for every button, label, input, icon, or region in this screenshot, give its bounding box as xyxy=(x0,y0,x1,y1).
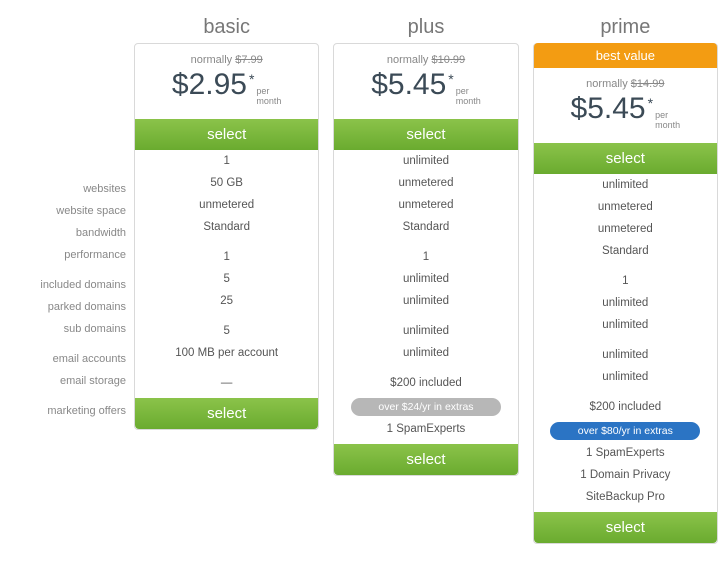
select-button[interactable]: select xyxy=(135,398,318,429)
feature-value: unlimited xyxy=(534,314,717,336)
plan-plus: plusnormally $10.99$5.45*permonthselectu… xyxy=(333,10,518,544)
price-per: permonth xyxy=(655,111,680,131)
plan-prime: primebest value normally $14.99 $5.45*perm… xyxy=(533,10,718,544)
feature-value: unlimited xyxy=(334,268,517,290)
normal-price: normally $7.99 xyxy=(141,54,312,66)
feature-value: unlimited xyxy=(334,342,517,364)
feature-label: sub domains xyxy=(10,318,126,340)
feature-value: unlimited xyxy=(334,150,517,172)
feature-value: 1 xyxy=(135,150,318,172)
plan-card: normally $10.99$5.45*permonthselectunlim… xyxy=(333,43,518,476)
plan-name: plus xyxy=(333,10,518,43)
feature-value: 50 GB xyxy=(135,172,318,194)
feature-value: 1 xyxy=(534,270,717,292)
price: $5.45 xyxy=(371,68,446,102)
select-button[interactable]: select xyxy=(534,143,717,174)
plan-card: best value normally $14.99 $5.45*permonth s… xyxy=(533,43,718,544)
feature-value: unmetered xyxy=(135,194,318,216)
normal-price: normally $10.99 xyxy=(340,54,511,66)
feature-label: email storage xyxy=(10,370,126,392)
price-box: normally $14.99 $5.45*permonth xyxy=(534,68,717,143)
price-asterisk: * xyxy=(249,71,254,87)
select-button[interactable]: select xyxy=(334,444,517,475)
feature-value: unmetered xyxy=(534,218,717,240)
feature-value: 1 xyxy=(334,246,517,268)
price: $2.95 xyxy=(172,68,247,102)
price-asterisk: * xyxy=(448,71,453,87)
plan-basic: basicnormally $7.99$2.95*permonthselect1… xyxy=(134,10,319,544)
best-value-badge: best value xyxy=(534,43,717,68)
feature-value: Standard xyxy=(534,240,717,262)
feature-label: included domains xyxy=(10,274,126,296)
extra-item: SiteBackup Pro xyxy=(534,486,717,508)
extra-item: 1 SpamExperts xyxy=(334,418,517,440)
price-per: permonth xyxy=(256,87,281,107)
feature-value: 1 xyxy=(135,246,318,268)
feature-value: Standard xyxy=(135,216,318,238)
feature-label: email accounts xyxy=(10,348,126,370)
feature-value: unmetered xyxy=(534,196,717,218)
feature-labels-column: websites website space bandwidth perform… xyxy=(10,10,134,544)
feature-label: website space xyxy=(10,200,126,222)
price: $5.45 xyxy=(571,92,646,126)
feature-value: $200 included xyxy=(334,372,517,394)
extras-pill: over $80/yr in extras xyxy=(550,422,700,440)
price-asterisk: * xyxy=(648,95,653,111)
feature-value: 5 xyxy=(135,268,318,290)
feature-label: performance xyxy=(10,244,126,266)
feature-value: Standard xyxy=(334,216,517,238)
feature-value: 100 MB per account xyxy=(135,342,318,364)
feature-label: parked domains xyxy=(10,296,126,318)
feature-value: 5 xyxy=(135,320,318,342)
price-box: normally $10.99 $5.45*permonth xyxy=(334,44,517,119)
extra-item: 1 SpamExperts xyxy=(534,442,717,464)
select-button[interactable]: select xyxy=(135,119,318,150)
feature-value: unlimited xyxy=(334,290,517,312)
feature-value: unlimited xyxy=(534,292,717,314)
feature-value: unmetered xyxy=(334,172,517,194)
select-button[interactable]: select xyxy=(334,119,517,150)
plan-card: normally $7.99$2.95*permonthselect150 GB… xyxy=(134,43,319,430)
normal-price: normally $14.99 xyxy=(540,78,711,90)
feature-label: bandwidth xyxy=(10,222,126,244)
plan-name: basic xyxy=(134,10,319,43)
extra-item: 1 Domain Privacy xyxy=(534,464,717,486)
extras-pill: over $24/yr in extras xyxy=(351,398,501,416)
feature-value: unlimited xyxy=(534,366,717,388)
plan-name: prime xyxy=(533,10,718,43)
feature-value: unlimited xyxy=(534,344,717,366)
feature-label: marketing offers xyxy=(10,400,126,422)
feature-value: 25 xyxy=(135,290,318,312)
feature-label: websites xyxy=(10,178,126,200)
price-per: permonth xyxy=(456,87,481,107)
feature-value: $200 included xyxy=(534,396,717,418)
feature-value: unlimited xyxy=(534,174,717,196)
select-button[interactable]: select xyxy=(534,512,717,543)
feature-value: unlimited xyxy=(334,320,517,342)
feature-value: unmetered xyxy=(334,194,517,216)
feature-value: — xyxy=(135,372,318,394)
price-box: normally $7.99 $2.95*permonth xyxy=(135,44,318,119)
